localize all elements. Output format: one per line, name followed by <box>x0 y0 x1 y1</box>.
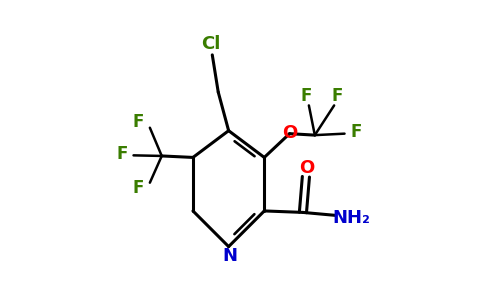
Text: NH₂: NH₂ <box>333 209 370 227</box>
Text: O: O <box>283 124 298 142</box>
Text: N: N <box>223 247 238 265</box>
Text: F: F <box>350 123 362 141</box>
Text: F: F <box>133 179 144 197</box>
Text: Cl: Cl <box>201 34 221 52</box>
Text: F: F <box>332 87 343 105</box>
Text: O: O <box>299 159 314 177</box>
Text: F: F <box>117 146 128 164</box>
Text: F: F <box>300 87 312 105</box>
Text: F: F <box>133 113 144 131</box>
